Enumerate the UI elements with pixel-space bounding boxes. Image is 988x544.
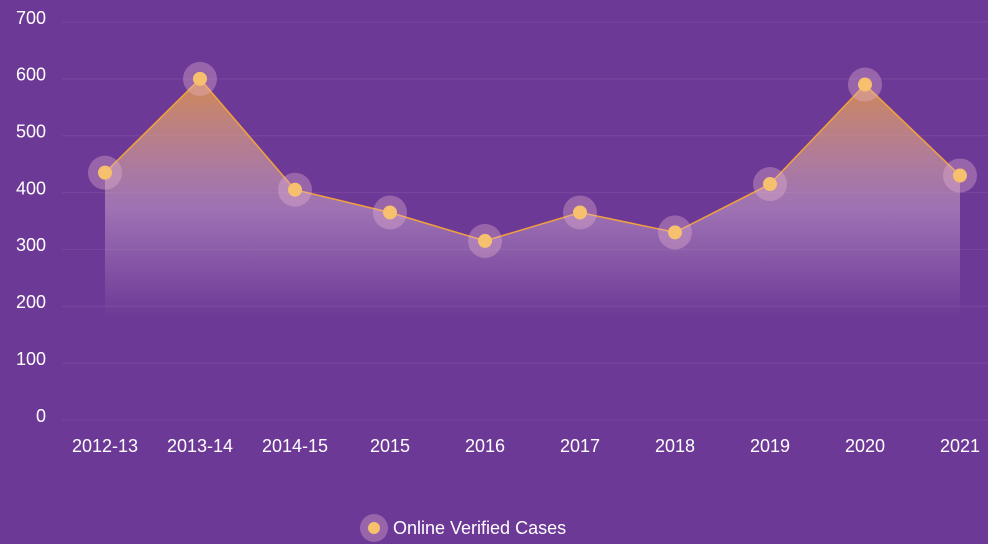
y-tick-label: 600 <box>16 65 46 85</box>
legend-label: Online Verified Cases <box>393 518 566 538</box>
y-tick-label: 300 <box>16 235 46 255</box>
x-tick-label: 2017 <box>560 436 600 456</box>
legend-swatch <box>368 522 380 534</box>
y-tick-label: 200 <box>16 292 46 312</box>
x-tick-label: 2019 <box>750 436 790 456</box>
line <box>104 77 961 242</box>
point <box>668 225 682 240</box>
point <box>98 165 112 180</box>
y-tick-label: 400 <box>16 178 46 198</box>
y-tick-label: 700 <box>16 8 46 28</box>
y-tick-label: 0 <box>36 406 46 426</box>
point <box>478 233 492 248</box>
x-tick-label: 2018 <box>655 436 695 456</box>
x-tick-label: 2012-13 <box>72 436 138 456</box>
point <box>573 205 587 220</box>
x-tick-label: 2014-15 <box>262 436 328 456</box>
point <box>383 205 397 220</box>
x-tick-label: 2015 <box>370 436 410 456</box>
point <box>288 182 302 197</box>
point <box>763 177 777 192</box>
point <box>193 71 207 86</box>
x-tick-label: 2013-14 <box>167 436 233 456</box>
y-tick-label: 100 <box>16 349 46 369</box>
x-tick-label: 2020 <box>845 436 885 456</box>
y-tick-label: 500 <box>16 121 46 141</box>
point <box>953 168 967 183</box>
point <box>858 77 872 92</box>
x-tick-label: 2021 <box>940 436 980 456</box>
area <box>105 78 960 318</box>
x-tick-label: 2016 <box>465 436 505 456</box>
